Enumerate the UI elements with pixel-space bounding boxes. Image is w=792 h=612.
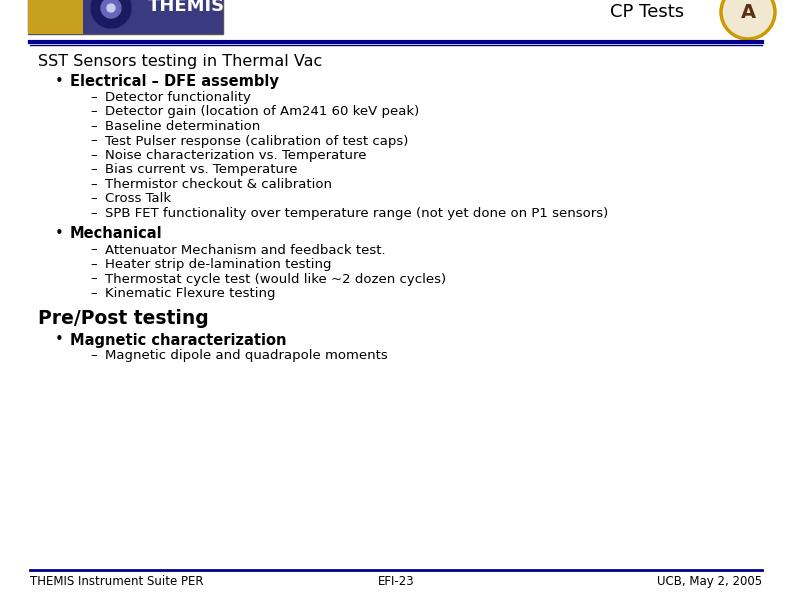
Text: –: – xyxy=(90,149,97,162)
Text: SST Sensors testing in Thermal Vac: SST Sensors testing in Thermal Vac xyxy=(38,54,322,69)
Text: SPB FET functionality over temperature range (not yet done on P1 sensors): SPB FET functionality over temperature r… xyxy=(105,207,608,220)
Text: Magnetic dipole and quadrapole moments: Magnetic dipole and quadrapole moments xyxy=(105,349,388,362)
Text: Cross Talk: Cross Talk xyxy=(105,193,171,206)
Circle shape xyxy=(721,0,775,39)
Text: Detector functionality: Detector functionality xyxy=(105,91,251,104)
Bar xyxy=(28,0,83,34)
Text: THEMIS Instrument Suite PER: THEMIS Instrument Suite PER xyxy=(30,575,204,588)
Text: THEMIS: THEMIS xyxy=(148,0,225,15)
Circle shape xyxy=(101,0,121,18)
Text: –: – xyxy=(90,207,97,220)
Bar xyxy=(28,0,223,34)
Text: –: – xyxy=(90,349,97,362)
Text: Detector gain (location of Am241 60 keV peak): Detector gain (location of Am241 60 keV … xyxy=(105,105,419,119)
Text: Thermistor checkout & calibration: Thermistor checkout & calibration xyxy=(105,178,332,191)
Text: Pre/Post testing: Pre/Post testing xyxy=(38,308,209,327)
Text: Magnetic characterization: Magnetic characterization xyxy=(70,332,287,348)
Text: –: – xyxy=(90,272,97,286)
Text: Heater strip de-lamination testing: Heater strip de-lamination testing xyxy=(105,258,332,271)
Text: –: – xyxy=(90,120,97,133)
Circle shape xyxy=(107,4,115,12)
Text: •: • xyxy=(55,226,63,242)
Text: Kinematic Flexure testing: Kinematic Flexure testing xyxy=(105,287,276,300)
Text: –: – xyxy=(90,258,97,271)
Text: –: – xyxy=(90,163,97,176)
Text: •: • xyxy=(55,74,63,89)
Circle shape xyxy=(91,0,131,28)
Text: Noise characterization vs. Temperature: Noise characterization vs. Temperature xyxy=(105,149,367,162)
Text: Test Pulser response (calibration of test caps): Test Pulser response (calibration of tes… xyxy=(105,135,409,147)
Text: –: – xyxy=(90,135,97,147)
Text: –: – xyxy=(90,244,97,256)
Text: CP Tests: CP Tests xyxy=(610,3,684,21)
Text: EFI-23: EFI-23 xyxy=(378,575,414,588)
Text: Baseline determination: Baseline determination xyxy=(105,120,261,133)
Text: •: • xyxy=(55,332,63,348)
Text: A: A xyxy=(741,2,756,21)
Text: –: – xyxy=(90,178,97,191)
Text: –: – xyxy=(90,193,97,206)
Text: Electrical – DFE assembly: Electrical – DFE assembly xyxy=(70,74,279,89)
Text: Attenuator Mechanism and feedback test.: Attenuator Mechanism and feedback test. xyxy=(105,244,386,256)
Text: Bias current vs. Temperature: Bias current vs. Temperature xyxy=(105,163,298,176)
Text: UCB, May 2, 2005: UCB, May 2, 2005 xyxy=(657,575,762,588)
Text: Thermostat cycle test (would like ~2 dozen cycles): Thermostat cycle test (would like ~2 doz… xyxy=(105,272,446,286)
Text: –: – xyxy=(90,287,97,300)
Text: –: – xyxy=(90,105,97,119)
Text: –: – xyxy=(90,91,97,104)
Text: Mechanical: Mechanical xyxy=(70,226,162,242)
